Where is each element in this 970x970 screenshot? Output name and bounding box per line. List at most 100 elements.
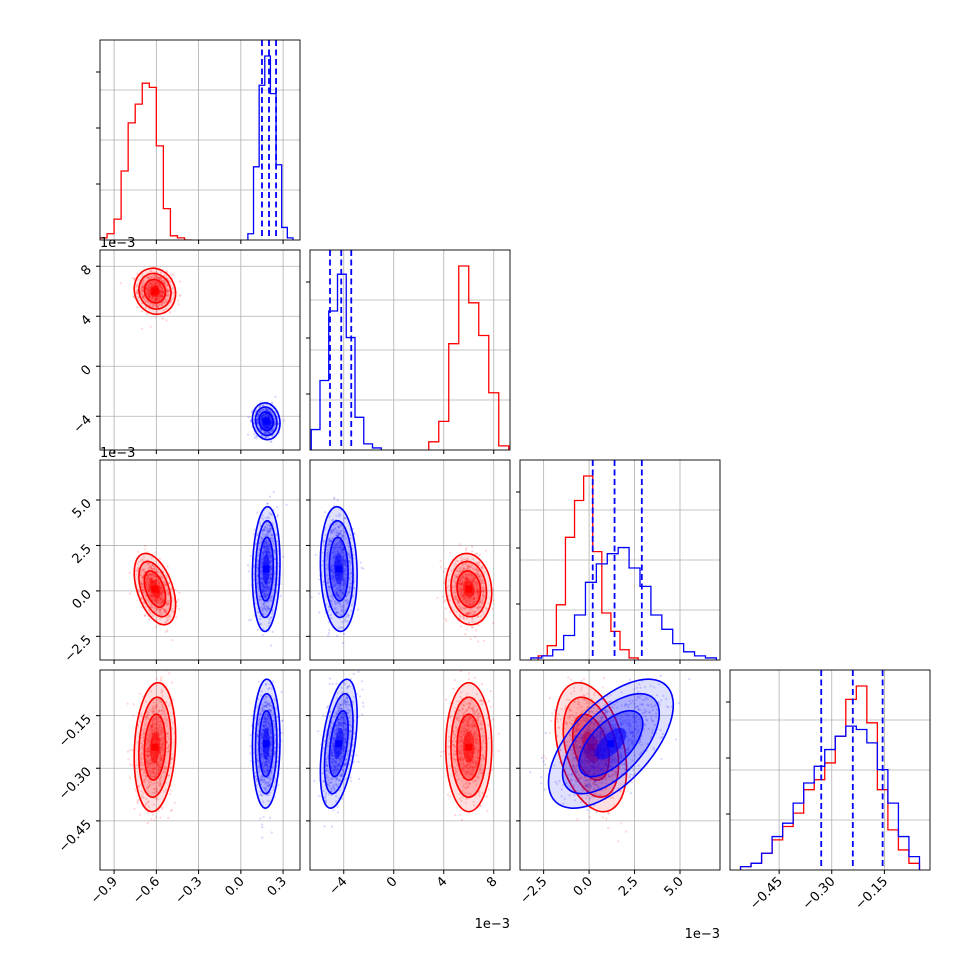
scatter-point [267,550,270,553]
scatter-point [159,294,162,297]
scatter-point [331,565,334,568]
scatter-point [149,282,152,285]
scatter-point [481,567,484,570]
scatter-point [481,581,484,584]
scatter-point [461,574,464,578]
scatter-point [327,605,330,608]
scatter-point [339,524,343,527]
scatter-point [164,714,167,718]
scatter-point [333,579,336,582]
scatter-point [139,574,142,577]
scatter-point [149,772,152,776]
scatter-point [167,290,170,293]
scatter-point [146,732,149,735]
scatter-point [165,576,169,579]
scatter-point [167,602,170,605]
scatter-point [270,424,273,427]
scatter-point [119,282,122,285]
scatter-point [470,575,474,578]
scatter-point [155,597,158,600]
scatter-point [342,558,345,561]
scatter-point [466,577,470,581]
scatter-point [342,612,345,615]
scatter-point [153,281,157,284]
scatter-point [342,561,345,564]
scatter-point [349,556,352,559]
scatter-point [162,743,165,746]
scatter-point [464,576,467,579]
scatter-point [169,792,172,796]
scatter-point [336,534,339,537]
scatter-point [161,290,164,294]
scatter-point [348,577,351,581]
scatter-point [338,524,341,527]
scatter-point [336,499,339,502]
scatter-point [260,420,264,423]
scatter-point [267,581,270,585]
scatter-point [471,578,474,581]
scatter-point [269,576,272,579]
scatter-point [333,551,336,554]
scatter-point [268,529,271,532]
scatter-point [262,552,265,555]
scatter-point [147,746,150,749]
scatter-point [328,543,331,546]
scatter-point [454,588,457,591]
scatter-point [472,601,475,605]
scatter-point [265,609,268,612]
scatter-point [482,612,485,616]
scatter-point [269,555,272,558]
scatter-point [146,291,149,294]
scatter-point [157,770,160,773]
scatter-point [338,601,341,604]
scatter-point [444,567,447,570]
scatter-point [152,701,155,704]
scatter-point [331,552,335,555]
scatter-point [150,761,153,765]
scatter-point [134,790,138,793]
scatter-point [150,728,153,732]
scatter-point [156,703,159,706]
scatter-point [344,564,348,567]
scatter-point [262,528,265,531]
scatter-point [266,516,269,519]
scatter-point [320,564,323,567]
scatter-point [152,767,155,770]
scatter-point [464,573,467,576]
scatter-point [151,783,154,786]
scatter-point [157,281,160,284]
scatter-point [148,296,151,299]
scatter-point [473,576,476,579]
scatter-point [260,577,263,580]
scatter-point [146,290,149,293]
scatter-point [261,533,265,536]
scatter-point [333,497,336,500]
scatter-point [146,738,149,741]
scatter-point [160,286,164,289]
scatter-point [141,579,145,583]
scatter-point [349,533,352,537]
scatter-point [256,418,259,421]
scatter-point [479,580,482,583]
scatter-point [266,546,269,550]
scatter-point [153,788,156,791]
scatter-point [151,284,154,287]
scatter-point [153,727,156,730]
scatter-point [142,280,145,283]
scatter-point [148,579,152,582]
scatter-point [138,560,141,564]
scatter-point [149,270,152,273]
scatter-point [475,570,478,573]
scatter-point [344,582,347,586]
scatter-point [154,578,157,581]
scatter-point [249,554,252,558]
scatter-point [314,553,317,557]
scatter-point [149,762,152,765]
scatter-point [145,802,148,805]
scatter-point [145,577,148,580]
scatter-point [266,425,269,428]
scatter-point [139,574,142,577]
scatter-point [468,575,471,579]
scatter-point [156,298,159,301]
scatter-point [259,598,262,601]
